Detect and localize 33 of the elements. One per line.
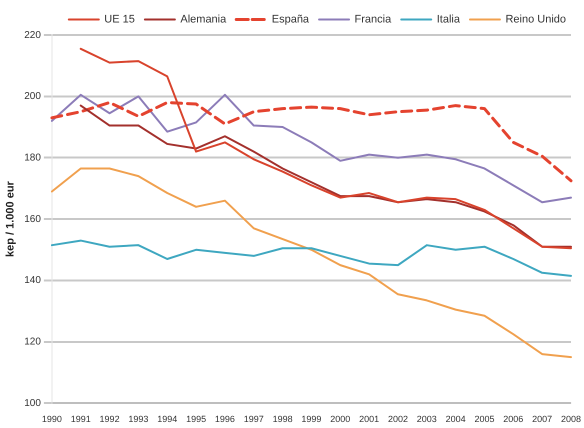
- x-tick-label: 1994: [157, 414, 178, 424]
- x-tick-label: 1991: [70, 414, 91, 424]
- x-tick-label: 2004: [446, 414, 466, 424]
- x-tick-label: 2002: [388, 414, 408, 424]
- legend-label: Alemania: [180, 14, 228, 26]
- x-tick-label: 1993: [128, 414, 148, 424]
- x-tick-label: 2001: [359, 414, 380, 424]
- y-tick-label: 120: [24, 336, 42, 348]
- x-tick-label: 1990: [42, 414, 62, 424]
- x-tick-label: 2005: [474, 414, 494, 424]
- y-tick-label: 140: [24, 275, 42, 286]
- x-tick-label: 2007: [532, 414, 552, 424]
- x-tick-label: 2000: [330, 414, 350, 424]
- x-tick-label: 2008: [560, 414, 582, 424]
- x-tick-label: 1996: [214, 414, 235, 424]
- x-tick-label: 1997: [244, 414, 264, 424]
- x-tick-label: 2006: [503, 414, 524, 424]
- y-tick-label: 200: [24, 91, 42, 102]
- y-tick-label: 180: [24, 152, 42, 164]
- legend-label: España: [272, 14, 310, 26]
- legend-label: UE 15: [104, 14, 135, 26]
- y-tick-label: 100: [24, 398, 42, 409]
- x-tick-label: 1995: [186, 414, 206, 424]
- legend-label: Reino Unido: [505, 14, 566, 26]
- y-tick-label: 160: [24, 214, 42, 225]
- x-tick-label: 1992: [100, 414, 120, 424]
- x-tick-label: 1999: [301, 414, 322, 424]
- legend-label: Francia: [354, 14, 392, 26]
- legend-label: Italia: [436, 14, 461, 26]
- y-tick-label: 220: [24, 30, 42, 41]
- y-axis-title: kep / 1.000 eur: [4, 180, 17, 258]
- x-tick-label: 2003: [416, 414, 437, 424]
- x-tick-label: 1998: [272, 414, 293, 424]
